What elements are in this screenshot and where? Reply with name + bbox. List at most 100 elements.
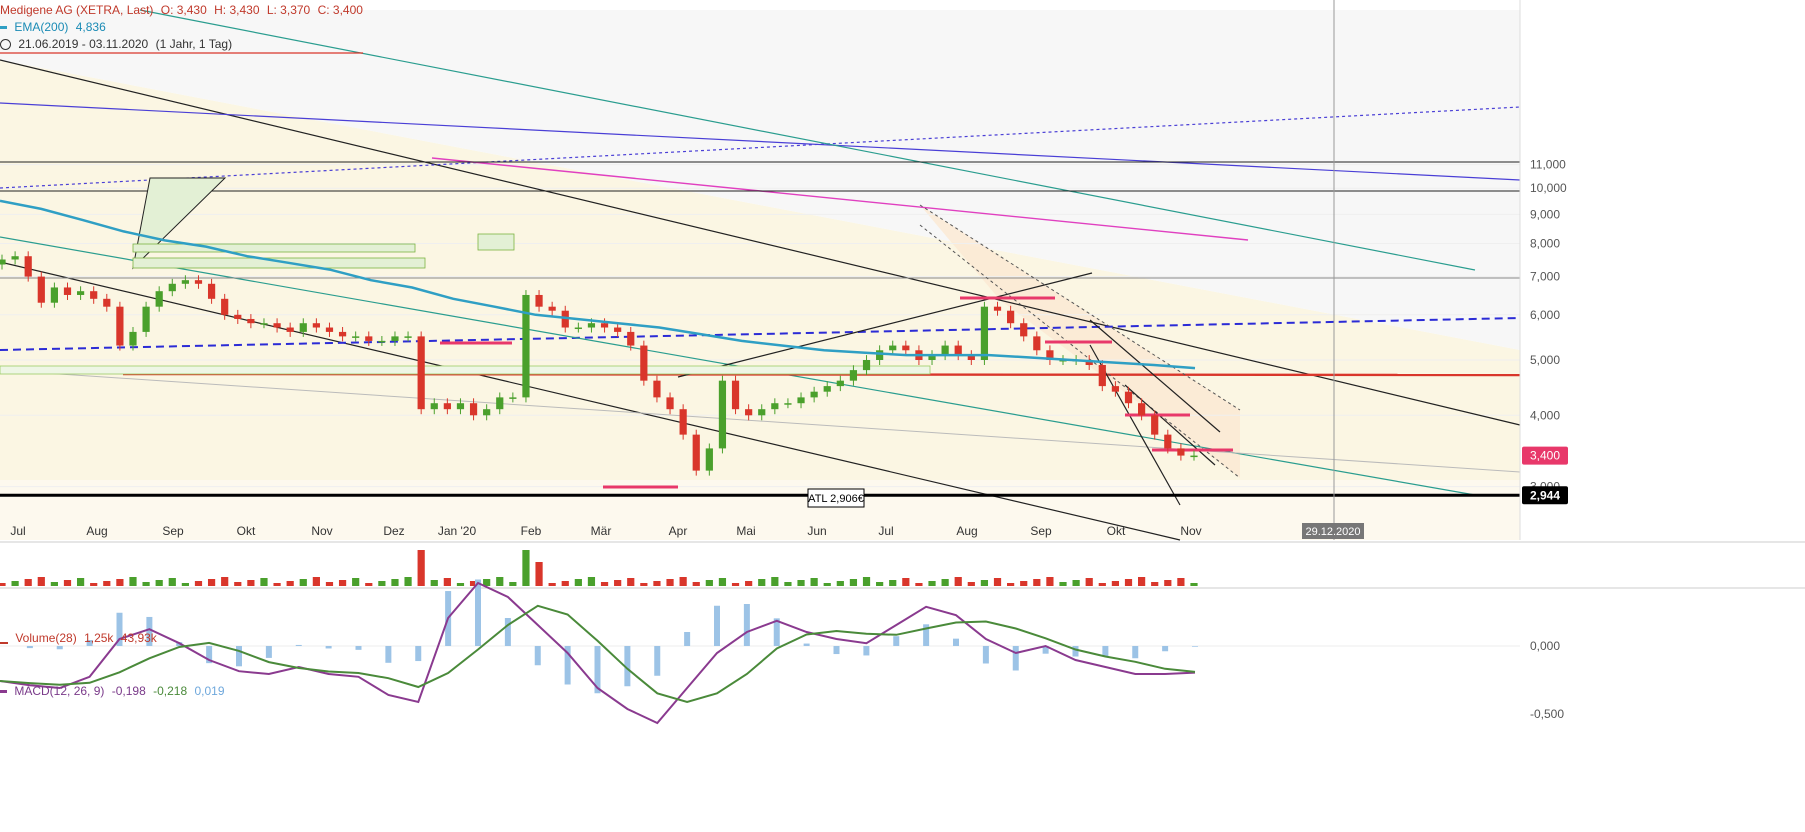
instrument-name: Medigene AG (XETRA, Last) [0,3,154,17]
candle-body [207,283,216,299]
macd-histogram-bar [1162,646,1169,652]
candle-body [876,350,884,360]
x-tick-label: Jul [10,524,25,538]
macd-label: MACD(12, 26, 9) [14,684,105,698]
candle-body [286,327,294,332]
candle-body [194,280,203,284]
candle-body [1164,434,1172,449]
volume-bar [600,582,609,586]
cursor-date-box [1302,523,1364,539]
ema-legend[interactable]: EMA(200) 4,836 [0,20,110,34]
candle-body [378,340,386,343]
candle-body [234,314,242,319]
volume-bar [784,582,792,586]
x-tick-label: Mär [591,524,612,538]
macd-value-2: -0,218 [153,684,188,698]
macd-histogram-bar [953,638,959,646]
macd-tick-label: 0,000 [1530,639,1560,653]
candle-body [1111,386,1120,392]
volume-bar [1177,578,1185,586]
candle-body [76,291,85,295]
volume-bar [247,580,255,586]
candle-body [836,380,844,387]
macd-histogram-bar [325,646,332,649]
candle-body [731,380,740,410]
volume-bar [889,580,897,586]
volume-bar [1151,582,1159,586]
y-tick-label: 9,000 [1530,207,1560,221]
x-tick-label: Jun [807,524,826,538]
macd-line [0,581,1196,725]
x-tick-label: Aug [86,524,107,538]
volume-bar [286,581,294,586]
x-tick-label: Sep [1030,524,1052,538]
candle-body [1098,365,1106,387]
volume-bar [1164,580,1172,586]
candle-body [247,318,255,324]
volume-value-2: 43,93k [120,631,157,645]
volume-bar [797,580,805,586]
volume-bar [980,580,989,586]
candle-body [168,283,176,292]
macd-histogram-bar [564,646,571,685]
candle-body [640,345,648,381]
ema-200-line [0,199,1196,370]
candle-body [522,294,530,398]
candle-body [928,355,936,360]
volume-bar [666,579,674,586]
volume-legend[interactable]: Volume(28) 1,25k 43,93k [0,631,161,645]
volume-bar [469,581,478,586]
candle-body [889,345,897,351]
macd-legend[interactable]: MACD(12, 26, 9) -0,198 -0,218 0,019 [0,684,229,698]
candle-body [483,409,491,416]
candle-body [312,323,320,328]
macd-histogram-bar [654,646,661,676]
volume-bar [745,581,753,586]
volume-bar [1111,581,1120,586]
candle-body [496,397,504,410]
candle-body [1007,310,1015,324]
volume-bar [168,578,176,586]
candle-body [980,306,989,360]
macd-histogram-bar [475,579,481,646]
candle-body [993,306,1002,311]
volume-bar [142,582,150,586]
green-zone [132,243,416,253]
candle-body [587,323,596,328]
y-tick-label: 8,000 [1530,237,1560,251]
volume-bar [876,582,884,586]
date-range[interactable]: 21.06.2019 - 03.11.2020 (1 Jahr, 1 Tag) [0,37,236,51]
y-tick-label: 4,000 [1530,408,1560,422]
volume-bar [535,562,543,586]
volume-bar [1033,579,1041,586]
macd-value-1: -0,198 [111,684,146,698]
volume-bar [928,581,936,586]
macd-histogram-bar [1012,646,1019,671]
volume-bar [443,578,451,586]
x-tick-label: Okt [237,524,256,538]
candle-body [365,336,373,341]
volume-bars-icon [0,634,8,644]
last-price-box [1522,446,1568,465]
volume-bar [221,577,229,586]
candle-body [417,336,425,410]
candle-body [810,391,818,398]
macd-histogram-bar [803,643,810,646]
candle-body [181,280,189,284]
volume-bar [155,580,163,586]
macd-histogram-bar [833,646,840,655]
candle-body [627,331,635,346]
macd-histogram-bar [116,612,123,646]
volume-bar [273,583,281,586]
x-tick-label: Dez [383,524,404,538]
volume-label: Volume(28) [15,631,77,645]
last-price-label: 3,400 [1530,449,1560,463]
volume-bar [1046,577,1054,586]
volume-bar [1124,579,1133,586]
candle-body [1085,359,1093,366]
volume-bar [574,579,582,586]
candle-body [692,434,700,471]
x-tick-label: Jan '20 [438,524,477,538]
lower-zone-fill [0,480,1520,540]
